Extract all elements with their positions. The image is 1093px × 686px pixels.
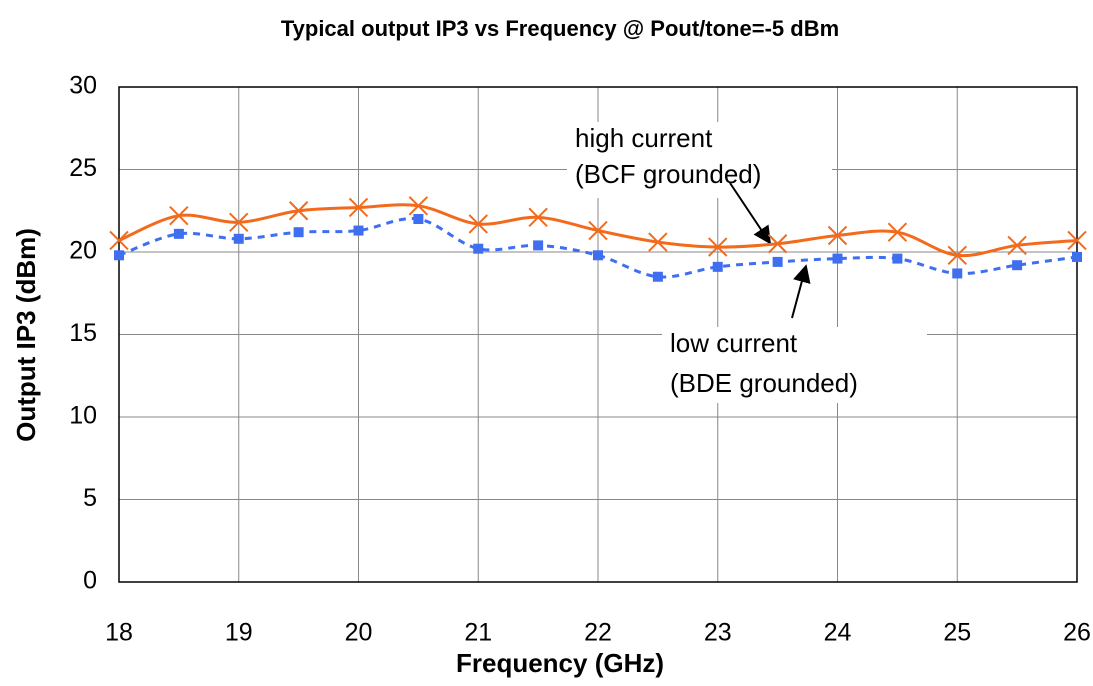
marker [413, 214, 424, 224]
marker [1067, 230, 1087, 251]
annotation-arrow [791, 264, 811, 319]
y-tick-label: 30 [69, 72, 97, 100]
marker [588, 220, 608, 241]
marker [233, 233, 244, 244]
x-tick-label: 22 [584, 619, 612, 647]
marker [533, 240, 544, 251]
marker [832, 253, 843, 264]
series-line [118, 217, 1078, 279]
marker [892, 253, 903, 264]
marker [468, 214, 488, 234]
annotation: (BCF grounded) [575, 159, 761, 189]
annotation: (BDE grounded) [670, 368, 858, 398]
marker [947, 245, 967, 266]
y-tick-label: 20 [69, 237, 97, 265]
marker [767, 234, 788, 254]
marker [109, 230, 129, 251]
x-tick-label: 24 [824, 619, 852, 647]
annotation: low current [670, 328, 798, 358]
marker [648, 232, 668, 252]
marker [288, 201, 309, 221]
annotation-box [662, 327, 927, 403]
marker [173, 228, 184, 239]
x-tick-label: 25 [943, 619, 971, 647]
marker [1012, 260, 1023, 271]
marker [353, 225, 364, 236]
marker [348, 197, 369, 218]
x-tick-label: 21 [464, 619, 492, 647]
x-tick-label: 26 [1063, 619, 1091, 647]
marker [708, 237, 728, 257]
annotation-box [567, 122, 832, 198]
marker [1072, 251, 1082, 262]
annotation: high current [575, 123, 713, 153]
y-tick-label: 15 [69, 319, 97, 347]
marker [169, 205, 189, 226]
marker [528, 207, 548, 228]
x-axis-label: Frequency (GHz) [456, 648, 664, 678]
chart-title: Typical output IP3 vs Frequency @ Pout/t… [281, 16, 839, 41]
marker [712, 261, 723, 272]
marker [887, 222, 908, 242]
x-tick-label: 19 [225, 619, 253, 647]
x-tick-label: 18 [105, 619, 133, 647]
marker [952, 268, 963, 279]
x-tick-label: 23 [704, 619, 732, 647]
marker [473, 243, 484, 254]
marker [229, 212, 249, 233]
plot-frame [118, 86, 1078, 583]
y-tick-label: 25 [69, 154, 97, 182]
annotation-arrow [729, 182, 771, 245]
x-tick-label: 20 [345, 619, 373, 647]
marker [408, 196, 429, 216]
marker [593, 250, 603, 261]
marker [293, 227, 304, 238]
y-tick-label: 10 [69, 402, 97, 430]
marker [114, 250, 124, 261]
y-tick-label: 5 [83, 484, 97, 512]
y-axis-label: Output IP3 (dBm) [11, 228, 41, 442]
marker [827, 225, 848, 246]
marker [772, 256, 783, 267]
y-tick-label: 0 [83, 567, 97, 595]
marker [1007, 235, 1027, 256]
marker [652, 271, 663, 282]
